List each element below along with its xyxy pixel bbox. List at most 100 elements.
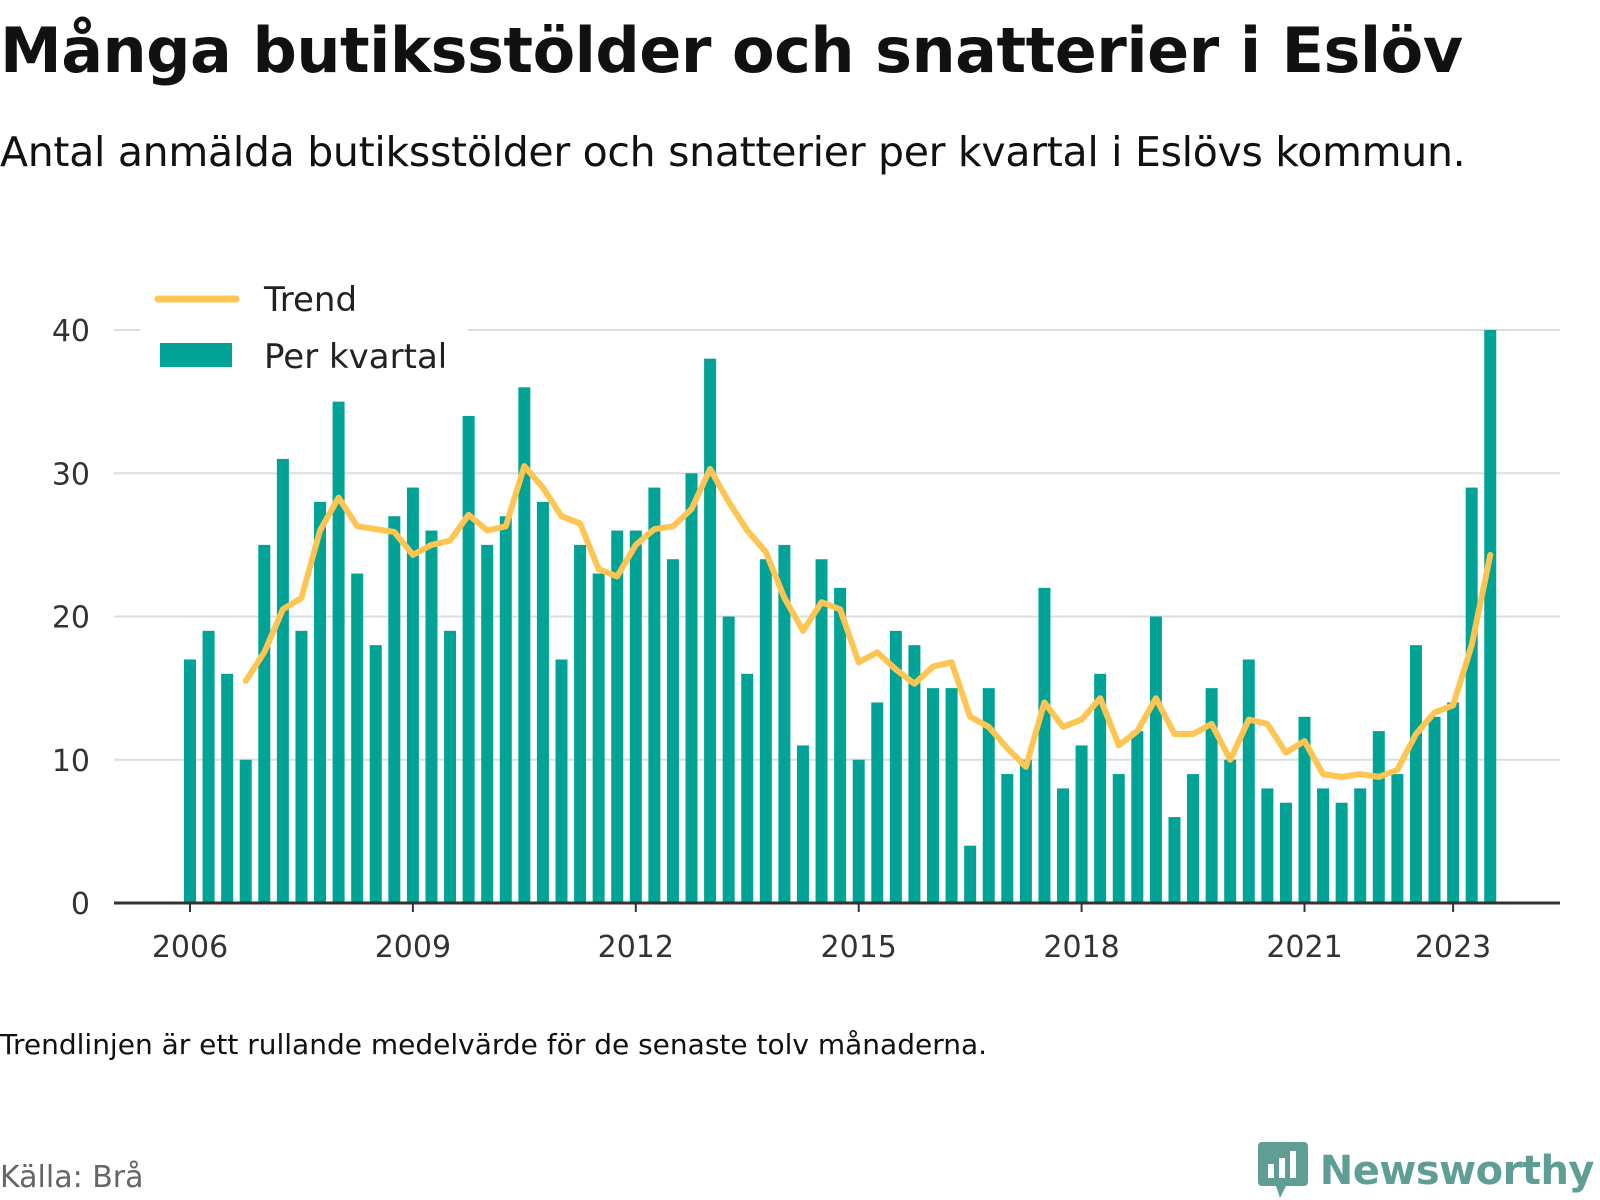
bar: [1409, 645, 1422, 903]
x-tick-label: 2018: [1043, 930, 1119, 965]
bar: [871, 702, 884, 903]
bar: [351, 573, 364, 903]
bar: [704, 358, 717, 903]
bar: [1224, 759, 1237, 903]
bar: [685, 473, 698, 903]
bar: [239, 759, 252, 903]
bar: [889, 630, 902, 903]
bar: [388, 516, 401, 903]
bar-series-per-kvartal: [184, 330, 1497, 903]
x-tick-label: 2021: [1266, 930, 1342, 965]
bar: [1168, 817, 1181, 903]
bar: [1112, 774, 1125, 903]
x-tick-label: 2015: [821, 930, 897, 965]
bar: [1094, 673, 1107, 903]
bar: [741, 673, 754, 903]
y-tick-label: 30: [52, 457, 90, 492]
bar: [648, 487, 661, 903]
bar: [295, 630, 308, 903]
bar: [555, 659, 568, 903]
bar: [1298, 716, 1311, 903]
bar: [964, 845, 977, 903]
bar: [499, 516, 512, 903]
bar: [1242, 659, 1255, 903]
bar: [1205, 688, 1218, 903]
bar: [592, 573, 605, 903]
bar: [1428, 716, 1441, 903]
bar: [1187, 774, 1200, 903]
y-axis-ticks: 0 10 20 30 40: [52, 314, 90, 922]
bar: [1149, 616, 1162, 903]
bar: [1001, 774, 1014, 903]
bar: [1261, 788, 1274, 903]
source-label: Källa: Brå: [0, 1160, 144, 1195]
bar: [1465, 487, 1478, 903]
footnote: Trendlinjen är ett rullande medelvärde f…: [0, 1028, 988, 1061]
bar: [1391, 774, 1404, 903]
bar: [908, 645, 921, 903]
x-tick-label: 2006: [152, 930, 228, 965]
trend-line: [242, 463, 1494, 780]
y-tick-label: 10: [52, 744, 90, 779]
bar: [1372, 731, 1385, 903]
bar: [945, 688, 958, 903]
bar: [1019, 759, 1032, 903]
legend: Trend Per kvartal: [140, 270, 468, 388]
bar: [815, 559, 828, 903]
bar: [444, 630, 457, 903]
bar: [202, 630, 215, 903]
y-tick-label: 40: [52, 314, 90, 349]
bar: [1057, 788, 1070, 903]
bar: [406, 487, 419, 903]
bar: [927, 688, 939, 903]
bar: [834, 587, 847, 903]
newsworthy-icon: [1257, 1142, 1308, 1198]
bar: [611, 530, 624, 903]
bar: [314, 501, 327, 903]
bar: [276, 458, 289, 903]
bar: [425, 530, 438, 903]
legend-background: [140, 270, 468, 388]
bar: [574, 544, 587, 903]
bar: [852, 759, 865, 903]
bar: [1317, 788, 1330, 903]
bar: [1131, 731, 1144, 903]
bar: [184, 659, 196, 903]
bar: [796, 745, 809, 903]
bar: [221, 673, 234, 903]
x-tick-label: 2023: [1415, 930, 1491, 965]
x-tick-label: 2012: [598, 930, 674, 965]
bar: [629, 530, 642, 903]
chart-title: Många butiksstölder och snatterier i Esl…: [0, 14, 1463, 87]
chart-svg: 0 10 20 30 40 2006 2009 2012 2015 2018 2021 2023 T…: [51, 270, 1560, 965]
y-tick-label: 0: [71, 887, 90, 922]
bar: [332, 401, 345, 903]
legend-per-kvartal-label: Per kvartal: [264, 337, 447, 377]
legend-trend-label: Trend: [263, 280, 357, 320]
bar: [518, 387, 531, 903]
bar: [666, 559, 679, 903]
x-tick-label: 2009: [375, 930, 451, 965]
bar: [1075, 745, 1088, 903]
bar: [1279, 802, 1292, 903]
y-tick-label: 20: [52, 601, 90, 636]
bar: [1447, 702, 1460, 903]
bar: [462, 415, 475, 903]
x-axis-ticks: 2006 2009 2012 2015 2018 2021 2023: [152, 903, 1491, 965]
legend-per-kvartal-swatch: [160, 343, 232, 367]
bar: [1484, 330, 1497, 903]
bar: [982, 688, 995, 903]
newsworthy-logo: Newsworthy: [1257, 1142, 1595, 1200]
bar: [1038, 587, 1051, 903]
bar: [759, 559, 772, 903]
bar: [481, 544, 494, 903]
bar: [1335, 802, 1348, 903]
bar: [258, 544, 271, 903]
bar: [722, 616, 735, 903]
bar: [369, 645, 382, 903]
bar: [1354, 788, 1367, 903]
chart-subtitle: Antal anmälda butiksstölder och snatteri…: [0, 128, 1466, 176]
bar: [536, 501, 549, 903]
bar: [778, 544, 791, 903]
brand-name: Newsworthy: [1319, 1148, 1595, 1194]
